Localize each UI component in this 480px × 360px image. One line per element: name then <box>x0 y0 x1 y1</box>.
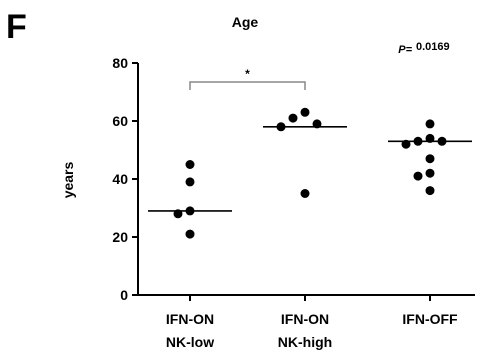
data-point <box>300 189 310 198</box>
y-tick-label: 60 <box>112 113 128 129</box>
p-value: 0.0169 <box>416 41 450 53</box>
data-point <box>437 136 447 146</box>
data-point <box>185 160 195 169</box>
data-point <box>425 168 435 178</box>
data-point <box>401 139 411 149</box>
data-point <box>173 209 183 219</box>
y-tick-label: 40 <box>112 171 128 187</box>
x-tick-labels: IFN-ON NK-low IFN-ON NK-high IFN-OFF <box>166 311 458 350</box>
x-tick-label: NK-high <box>278 334 332 350</box>
data-point <box>300 107 310 117</box>
data-point <box>288 113 298 123</box>
significance-star: * <box>245 67 250 81</box>
panel-letter: F <box>6 8 27 46</box>
p-label: P= <box>398 44 412 56</box>
data-point <box>425 154 435 164</box>
significance-bracket: * <box>189 67 306 90</box>
y-axis-label: years <box>60 161 76 198</box>
data-point <box>185 177 195 187</box>
axes: 0 20 40 60 80 <box>112 55 475 303</box>
median-lines <box>148 126 472 212</box>
x-tick-label: IFN-ON <box>166 311 214 327</box>
data-point <box>312 119 322 129</box>
data-point <box>413 171 423 181</box>
x-tick-label: NK-low <box>166 334 214 350</box>
data-point <box>276 122 286 132</box>
data-points <box>173 107 447 239</box>
x-tick-label: IFN-ON <box>281 311 329 327</box>
chart-title: Age <box>232 14 259 30</box>
p-value-annotation: P= 0.0169 <box>398 41 449 56</box>
bracket-line <box>189 81 306 90</box>
data-point <box>413 136 423 146</box>
y-tick-label: 80 <box>112 55 128 71</box>
data-point <box>185 229 195 239</box>
data-point <box>185 206 195 216</box>
data-point <box>425 119 435 129</box>
data-point <box>425 186 435 196</box>
data-point <box>425 133 435 143</box>
x-tick-label: IFN-OFF <box>402 311 458 327</box>
y-tick-label: 0 <box>120 287 128 303</box>
y-tick-label: 20 <box>112 229 128 245</box>
